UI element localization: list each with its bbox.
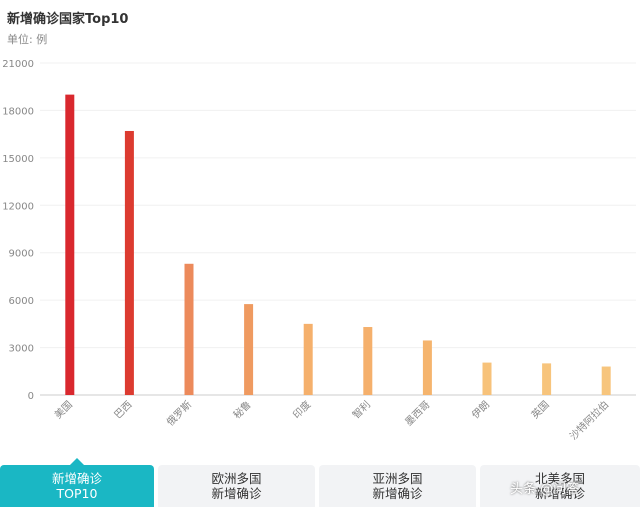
tab-north-america[interactable]: 北美多国 新增确诊 [480,465,640,507]
y-tick-label: 12000 [2,201,34,212]
x-tick-label: 墨西哥 [403,399,433,429]
tab-north-america-line1: 北美多国 [534,471,585,486]
x-tick-label: 秘鲁 [230,398,253,421]
x-tick-label: 印度 [290,398,313,421]
bar[interactable] [422,340,432,395]
tab-europe[interactable]: 欧洲多国 新增确诊 [158,465,315,507]
x-tick-label: 沙特阿拉伯 [567,398,612,443]
y-tick-label: 18000 [2,106,34,117]
tab-top10[interactable]: 新增确诊 TOP10 [0,465,154,507]
unit-label: 单位: 例 [7,33,48,46]
x-tick-label: 伊朗 [469,399,492,422]
x-tick-label: 巴西 [112,399,135,422]
y-tick-label: 0 [28,391,34,402]
tab-top10-line1: 新增确诊 [51,471,102,486]
bar-chart: 0 3000 6000 9000 12000 15000 18000 21000 美国 巴西 俄罗斯… [2,59,636,443]
tab-north-america-line2: 新增确诊 [534,486,585,501]
bar[interactable] [601,366,611,395]
x-tick-label: 美国 [52,398,75,421]
tab-asia-line1: 亚洲多国 [372,471,423,486]
tab-bar: 新增确诊 TOP10 欧洲多国 新增确诊 亚洲多国 新增确诊 北美多国 新增确诊 [0,465,640,507]
bar[interactable] [244,304,254,395]
tab-europe-line2: 新增确诊 [211,486,262,501]
bar[interactable] [184,263,194,395]
y-tick-label: 3000 [9,344,34,355]
y-tick-label: 15000 [2,154,34,165]
y-tick-label: 21000 [2,59,34,70]
bar[interactable] [303,323,313,395]
bar[interactable] [542,363,552,395]
tab-top10-line2: TOP10 [56,486,98,501]
y-tick-label: 6000 [9,296,34,307]
x-tick-label: 俄罗斯 [164,398,194,428]
x-tick-label: 英国 [528,398,551,421]
chart-title: 新增确诊国家Top10 [7,12,129,27]
x-tick-label: 智利 [350,398,373,421]
y-tick-label: 9000 [9,249,34,260]
bar[interactable] [482,362,492,395]
active-tab-pointer [70,458,84,465]
bar[interactable] [65,94,75,395]
watermark: 头条 @问答 [510,482,580,497]
tab-asia-line2: 新增确诊 [372,486,423,501]
tab-asia[interactable]: 亚洲多国 新增确诊 [319,465,476,507]
tab-europe-line1: 欧洲多国 [211,471,262,486]
bar[interactable] [124,130,134,395]
bar[interactable] [363,327,373,395]
